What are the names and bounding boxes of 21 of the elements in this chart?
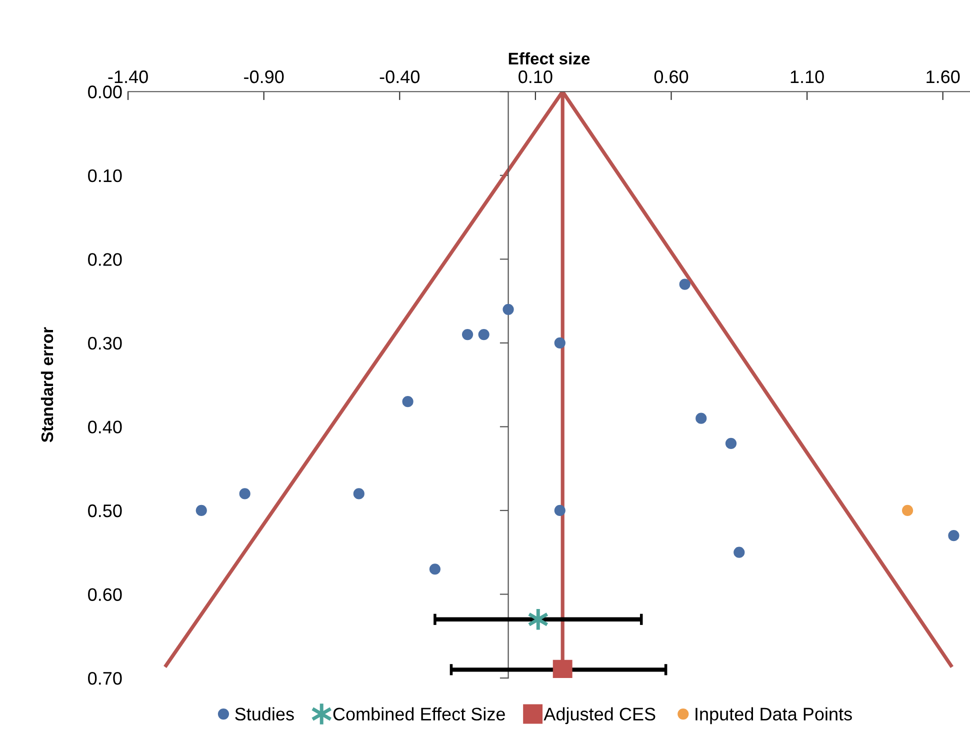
y-tick-label: 0.10 (88, 169, 122, 182)
y-tick-label: 0.40 (88, 420, 122, 434)
legend-label: Inputed Data Points (696, 707, 852, 724)
x-tick-label: 0.10 (518, 70, 552, 84)
y-tick-label: 0.30 (88, 336, 122, 350)
y-tick-label: 0.00 (88, 86, 122, 98)
x-tick-label: -1.40 (108, 70, 148, 84)
legend-label: Adjusted CES (544, 707, 656, 724)
legend-label: Studies (235, 707, 294, 721)
legend-label: Combined Effect Size (333, 707, 505, 721)
x-tick-label: 1.10 (790, 70, 824, 84)
y-tick-label: 0.20 (88, 253, 122, 266)
x-axis-title: Effect size (508, 52, 590, 65)
x-tick-label: -0.40 (380, 70, 420, 84)
y-tick-label: 0.60 (88, 588, 122, 601)
x-tick-label: -0.90 (244, 70, 284, 84)
y-tick-label: 0.50 (88, 504, 122, 518)
y-axis-title: Standard error (40, 327, 54, 442)
x-tick-label: 1.60 (926, 70, 960, 84)
x-tick-label: 0.60 (654, 70, 688, 84)
y-tick-label: 0.70 (88, 672, 122, 685)
